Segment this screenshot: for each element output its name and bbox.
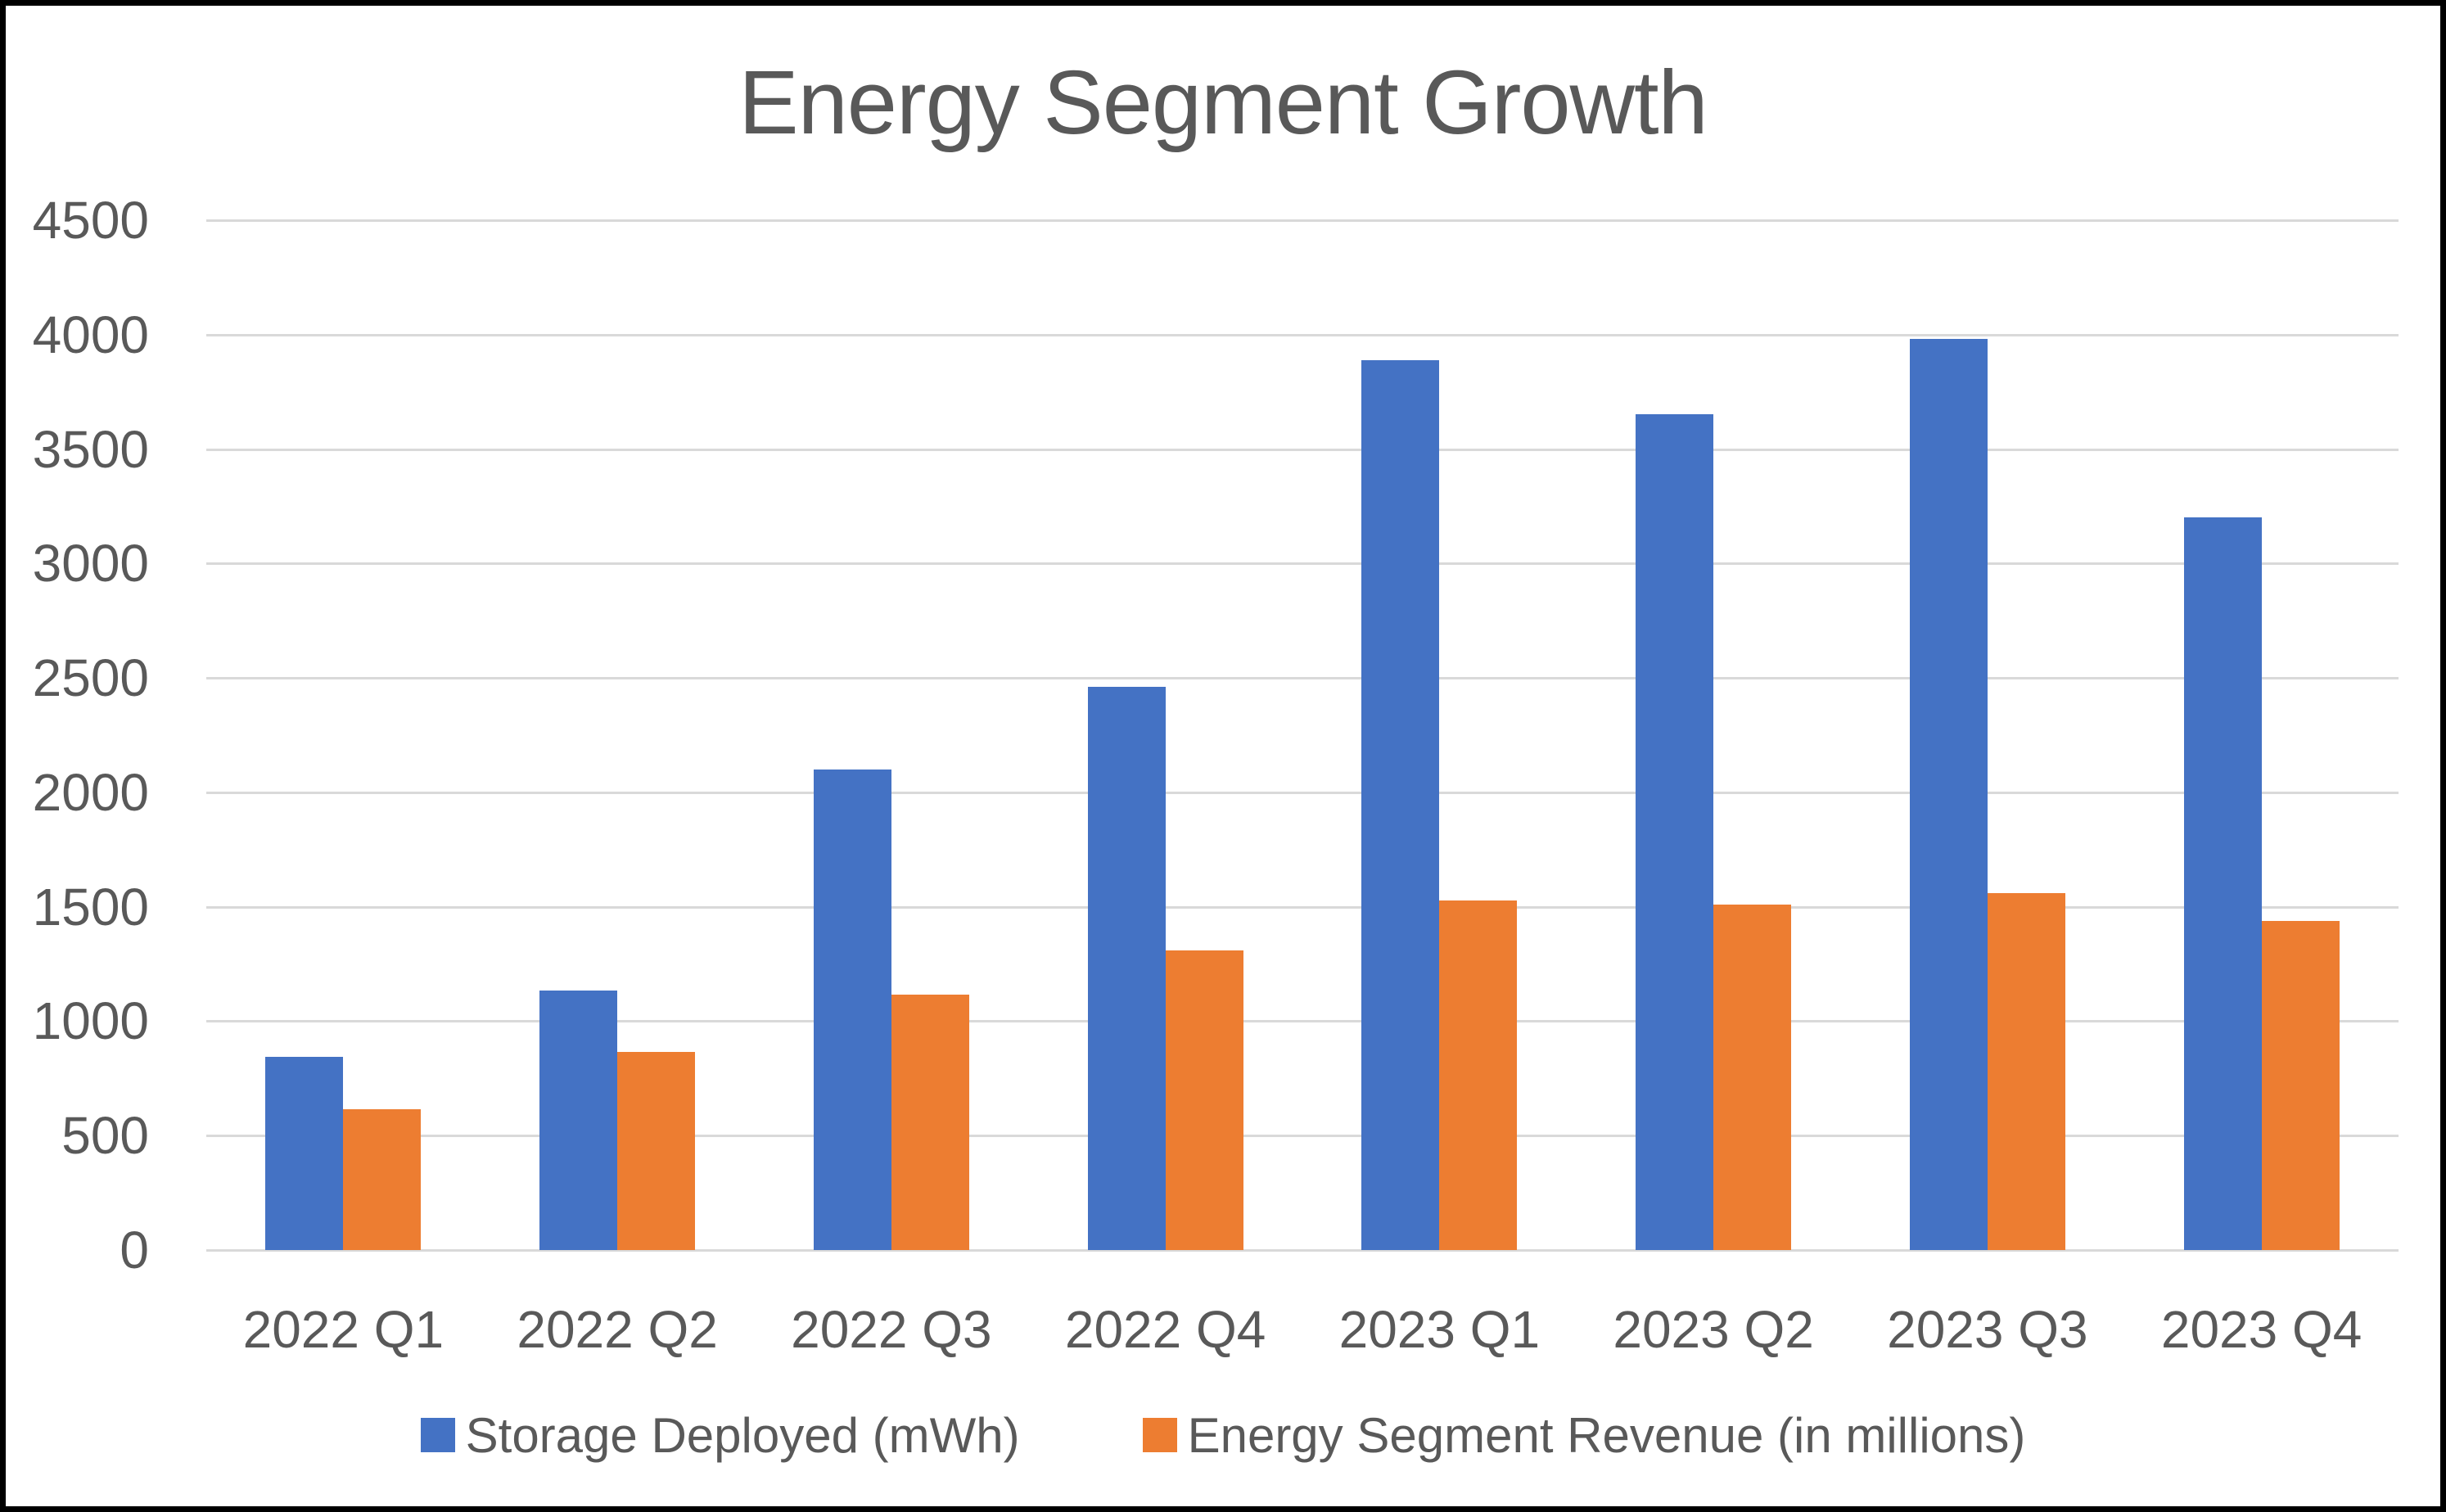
chart-title: Energy Segment Growth bbox=[738, 52, 1708, 153]
plot-area bbox=[206, 219, 2399, 1252]
legend: Storage Deployed (mWh) Energy Segment Rev… bbox=[0, 1407, 2446, 1464]
bar-energy-segment-revenue-in-millions-2023-q3 bbox=[1987, 893, 2065, 1250]
legend-entry-storage-deployed-mwh: Storage Deployed (mWh) bbox=[420, 1407, 1020, 1464]
y-tick-label-500: 500 bbox=[61, 1106, 149, 1166]
gridline-3000 bbox=[206, 562, 2399, 566]
y-tick-label-4000: 4000 bbox=[32, 305, 149, 364]
legend-entry-energy-segment-revenue-in-millions: Energy Segment Revenue (in millions) bbox=[1142, 1407, 2026, 1464]
bar-energy-segment-revenue-in-millions-2023-q1 bbox=[1439, 900, 1518, 1250]
gridline-2000 bbox=[206, 791, 2399, 794]
legend-label: Energy Segment Revenue (in millions) bbox=[1187, 1407, 2026, 1463]
bar-storage-deployed-mwh-2022-q3 bbox=[813, 769, 891, 1250]
legend-swatch-icon bbox=[420, 1418, 455, 1452]
bar-storage-deployed-mwh-2022-q2 bbox=[539, 991, 618, 1250]
x-tick-label-2022-q1: 2022 Q1 bbox=[242, 1300, 445, 1359]
x-tick-label-2022-q3: 2022 Q3 bbox=[791, 1300, 992, 1359]
bar-energy-segment-revenue-in-millions-2022-q2 bbox=[617, 1051, 696, 1250]
y-tick-label-4500: 4500 bbox=[32, 191, 149, 250]
gridline-2500 bbox=[206, 677, 2399, 680]
y-tick-label-1000: 1000 bbox=[32, 991, 149, 1051]
gridline-500 bbox=[206, 1135, 2399, 1138]
legend-label: Storage Deployed (mWh) bbox=[465, 1407, 1020, 1463]
x-tick-label-2022-q4: 2022 Q4 bbox=[1064, 1300, 1266, 1359]
gridline-1000 bbox=[206, 1020, 2399, 1023]
y-tick-label-3000: 3000 bbox=[32, 534, 149, 594]
bar-energy-segment-revenue-in-millions-2022-q3 bbox=[891, 994, 969, 1250]
bar-storage-deployed-mwh-2023-q2 bbox=[1636, 413, 1714, 1250]
x-tick-label-2022-q2: 2022 Q2 bbox=[517, 1300, 718, 1359]
x-tick-label-2023-q3: 2023 Q3 bbox=[1887, 1300, 2088, 1359]
gridline-1500 bbox=[206, 905, 2399, 909]
bar-energy-segment-revenue-in-millions-2023-q2 bbox=[1713, 905, 1792, 1250]
x-tick-label-2023-q1: 2023 Q1 bbox=[1338, 1300, 1541, 1359]
y-tick-label-3500: 3500 bbox=[32, 419, 149, 479]
gridline-3500 bbox=[206, 448, 2399, 451]
y-tick-label-2500: 2500 bbox=[32, 648, 149, 708]
y-tick-label-0: 0 bbox=[120, 1221, 149, 1280]
bar-energy-segment-revenue-in-millions-2022-q1 bbox=[343, 1108, 422, 1250]
legend-swatch-icon bbox=[1142, 1418, 1177, 1452]
bar-storage-deployed-mwh-2022-q1 bbox=[265, 1056, 344, 1250]
bar-storage-deployed-mwh-2023-q1 bbox=[1361, 359, 1440, 1250]
bar-storage-deployed-mwh-2023-q4 bbox=[2183, 517, 2262, 1250]
bar-energy-segment-revenue-in-millions-2023-q4 bbox=[2261, 921, 2340, 1250]
gridline-4500 bbox=[206, 219, 2399, 222]
bar-storage-deployed-mwh-2023-q3 bbox=[1909, 339, 1988, 1250]
y-tick-label-2000: 2000 bbox=[32, 762, 149, 822]
gridline-4000 bbox=[206, 333, 2399, 336]
gridline-0 bbox=[206, 1249, 2399, 1252]
x-tick-label-2023-q4: 2023 Q4 bbox=[2160, 1300, 2363, 1359]
bar-energy-segment-revenue-in-millions-2022-q4 bbox=[1165, 950, 1243, 1250]
bar-storage-deployed-mwh-2022-q4 bbox=[1087, 686, 1166, 1250]
x-tick-label-2023-q2: 2023 Q2 bbox=[1613, 1300, 1814, 1359]
y-tick-label-1500: 1500 bbox=[32, 877, 149, 937]
